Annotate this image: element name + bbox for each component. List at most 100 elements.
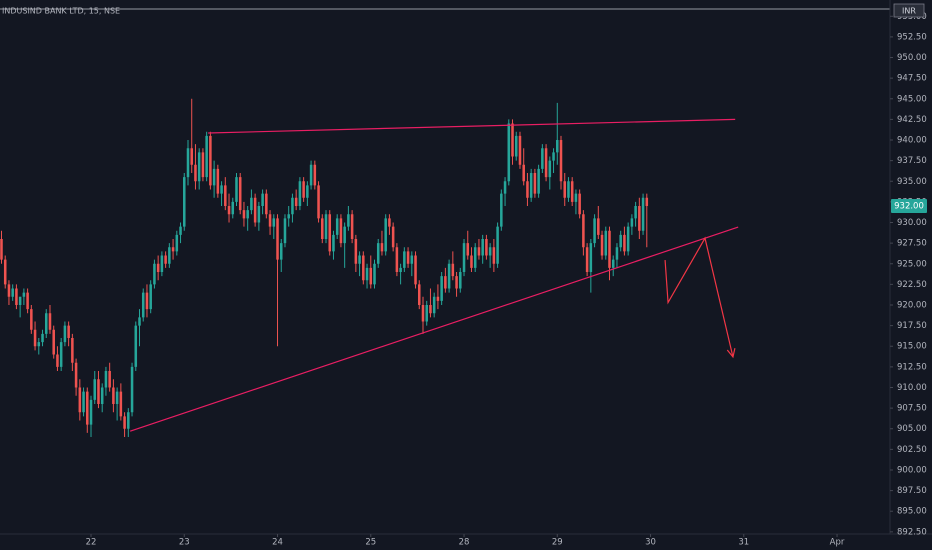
axes: 892.50 895.00 897.50 900.00 902.50 905.00 907.… <box>86 12 927 548</box>
candle-body <box>194 164 197 182</box>
candle-body <box>585 247 589 272</box>
candle-body <box>7 284 11 297</box>
candle-body <box>470 255 473 268</box>
candle-body <box>171 247 175 252</box>
candle-body <box>108 370 111 388</box>
candle-body <box>455 276 458 289</box>
candle-body <box>212 168 216 186</box>
candle-body <box>339 218 343 244</box>
candle-body <box>179 226 182 235</box>
candle-body <box>246 210 249 219</box>
candle-body <box>100 387 104 404</box>
candle-body <box>403 251 406 268</box>
candle-body <box>30 309 33 330</box>
candle-body <box>556 140 559 153</box>
candle-body <box>186 148 190 178</box>
candle-body <box>541 148 544 169</box>
candle-body <box>115 391 119 404</box>
y-tick-label: 940.00 <box>897 136 927 146</box>
x-tick-label: Apr <box>830 538 845 548</box>
candle-body <box>518 135 522 165</box>
candle-body <box>600 234 604 256</box>
candle-body <box>589 243 593 272</box>
y-tick-label: 902.50 <box>897 445 927 455</box>
candle-body <box>78 387 82 413</box>
candle-body <box>302 181 305 198</box>
candle-body <box>59 342 63 367</box>
last-price-label: 932.00 <box>894 202 924 212</box>
candle-body <box>641 197 645 231</box>
candle-body <box>578 193 581 215</box>
candle-body <box>321 218 324 240</box>
x-tick-label: 31 <box>738 538 749 548</box>
y-tick-label: 922.50 <box>897 280 927 290</box>
candle-body <box>567 181 570 198</box>
y-tick-label: 915.00 <box>897 342 927 352</box>
candle-body <box>440 276 443 301</box>
candle-body <box>432 296 436 314</box>
candle-body <box>257 206 261 223</box>
trend-line <box>129 226 739 432</box>
candle-body <box>369 267 373 285</box>
candle-body <box>380 243 384 252</box>
candle-body <box>291 197 294 215</box>
x-tick-label: 23 <box>179 538 190 548</box>
y-tick-label: 917.50 <box>897 321 927 331</box>
candle-body <box>0 239 3 260</box>
candle-body <box>156 263 160 272</box>
candle-body <box>391 226 395 248</box>
candle-body <box>481 239 484 256</box>
candle-body <box>451 263 455 277</box>
candle-body <box>388 218 391 227</box>
candle-body <box>287 214 290 219</box>
candle-body <box>63 325 67 343</box>
candle-body <box>421 304 425 322</box>
candle-body <box>485 239 488 256</box>
candle-body <box>634 206 637 219</box>
candle-body <box>492 247 496 264</box>
y-tick-label: 930.00 <box>897 218 927 228</box>
candle-body <box>182 177 186 227</box>
candle-body <box>26 292 29 310</box>
y-tick-label: 925.00 <box>897 259 927 269</box>
time-axis <box>0 534 932 550</box>
currency-box[interactable] <box>893 3 925 18</box>
candle-body <box>141 292 145 318</box>
candle-body <box>544 148 548 178</box>
candle-body <box>462 243 466 272</box>
candle-body <box>522 164 525 182</box>
candle-body <box>593 218 596 244</box>
candle-body <box>507 123 511 182</box>
candle-body <box>425 304 428 322</box>
candle-body <box>93 379 97 400</box>
candle-body <box>168 247 171 264</box>
candle-body <box>86 391 89 425</box>
candle-body <box>582 214 585 248</box>
currency[interactable]: INR <box>902 7 916 16</box>
y-tick-label: 927.50 <box>897 239 927 249</box>
trend-line <box>208 118 736 134</box>
candle-body <box>283 218 287 244</box>
candle-body <box>563 181 567 198</box>
candle-body <box>477 247 481 256</box>
candle-body <box>201 152 205 178</box>
candle-body <box>67 325 70 338</box>
candle-body <box>395 247 399 272</box>
arrow-head <box>726 348 736 359</box>
y-tick-label: 892.50 <box>897 527 927 537</box>
candle-body <box>160 255 164 272</box>
candle-body <box>533 173 537 194</box>
candle-body <box>559 140 563 182</box>
candle-body <box>410 255 414 264</box>
candle-body <box>294 197 298 207</box>
candle-body <box>511 123 514 157</box>
candle-body <box>97 379 100 404</box>
candle-body <box>265 193 268 215</box>
candle-body <box>298 181 302 207</box>
candle-body <box>429 304 432 314</box>
candle-body <box>417 284 421 305</box>
candle-body <box>459 272 462 289</box>
last-price-box <box>891 199 927 214</box>
